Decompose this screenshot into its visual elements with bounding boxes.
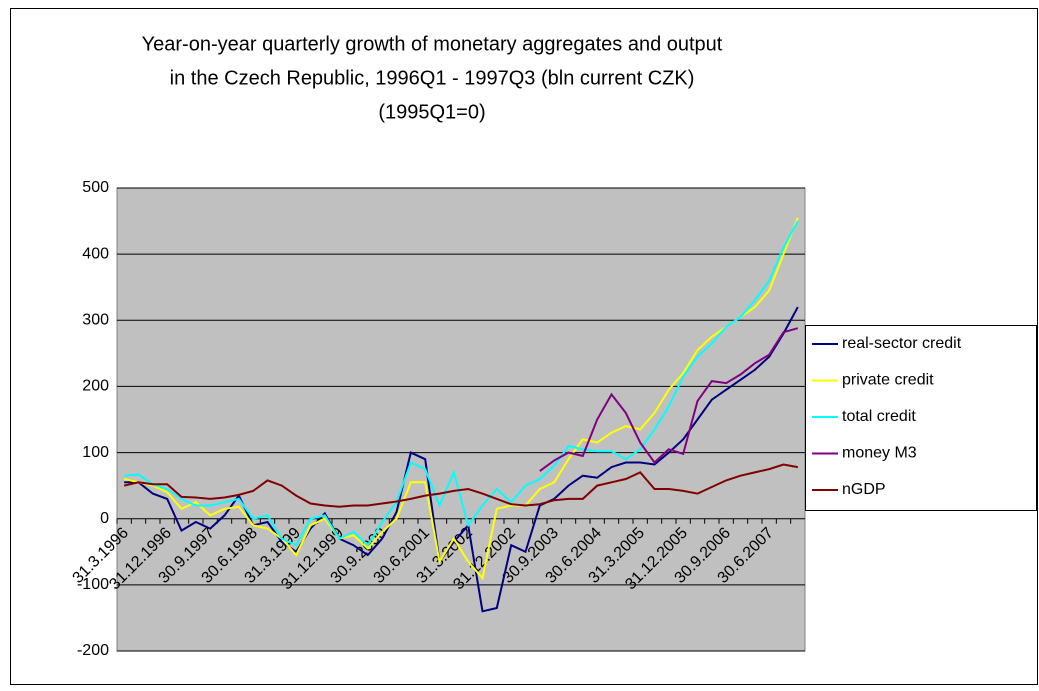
- legend-label: money M3: [842, 445, 917, 462]
- legend-label: real-sector credit: [842, 335, 962, 352]
- series-line: [123, 463, 798, 508]
- y-tick-label: 500: [82, 179, 109, 196]
- legend-label: nGDP: [842, 481, 886, 498]
- y-tick-label: -200: [77, 642, 109, 659]
- y-tick-label: 300: [82, 312, 109, 329]
- legend: [805, 325, 1037, 511]
- chart-title: in the Czech Republic, 1996Q1 - 1997Q3 (…: [170, 67, 695, 89]
- chart-title: Year-on-year quarterly growth of monetar…: [142, 33, 723, 55]
- y-tick-label: -100: [77, 576, 109, 593]
- y-tick-label: 100: [82, 444, 109, 461]
- y-tick-label: 400: [82, 245, 109, 262]
- chart-title: (1995Q1=0): [378, 101, 485, 123]
- legend-label: private credit: [842, 372, 934, 389]
- legend-label: total credit: [842, 408, 916, 425]
- y-tick-label: 0: [100, 510, 109, 527]
- plot-area: [116, 187, 806, 652]
- series-line: [539, 327, 799, 472]
- y-tick-label: 200: [82, 378, 109, 395]
- series-line: [124, 220, 799, 547]
- series-line: [123, 217, 799, 581]
